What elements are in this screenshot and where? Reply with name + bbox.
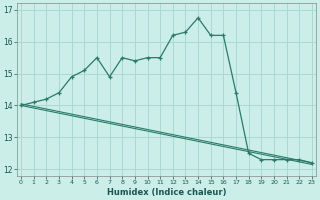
X-axis label: Humidex (Indice chaleur): Humidex (Indice chaleur) bbox=[107, 188, 226, 197]
